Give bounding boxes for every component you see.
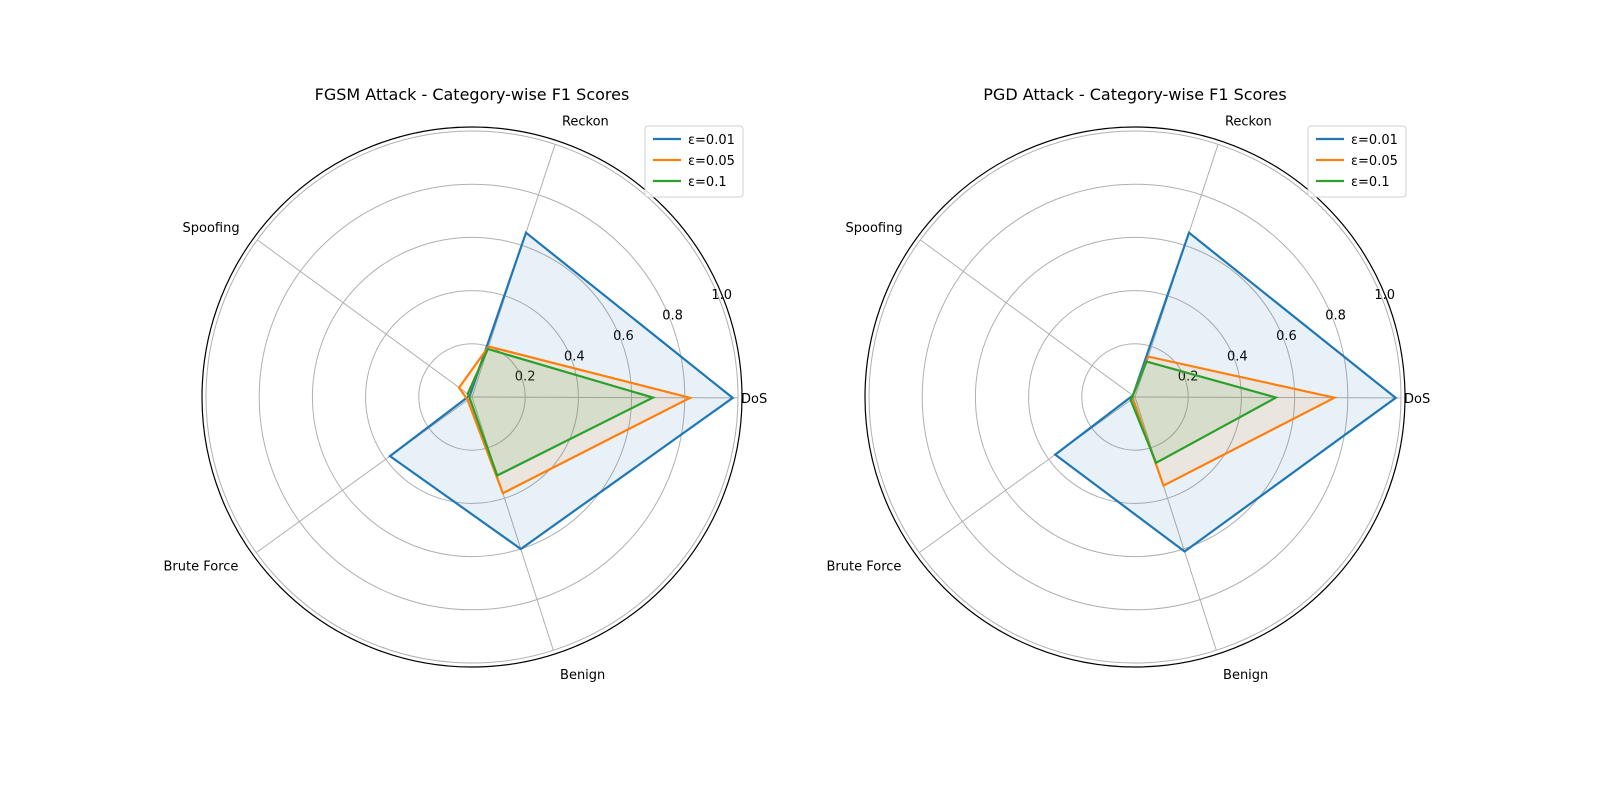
spoke-line: [918, 396, 1136, 554]
category-label: Benign: [1223, 668, 1268, 683]
radar-grid: [201, 126, 743, 668]
r-tick-label: 1.0: [711, 288, 732, 303]
r-tick-label: 0.2: [515, 370, 536, 385]
series-fill: [1130, 361, 1276, 463]
category-label: Reckon: [1225, 114, 1272, 129]
outer-frame-circle: [864, 126, 1406, 668]
category-label: Benign: [560, 668, 605, 683]
chart-title: FGSM Attack - Category-wise F1 Scores: [315, 85, 630, 104]
series-line: [1053, 230, 1398, 553]
grid-circle: [868, 130, 1402, 664]
spoke-line: [257, 239, 473, 398]
pgd-radar-chart: PGD Attack - Category-wise F1 Scores 0.2…: [827, 85, 1431, 683]
r-tick-label: 0.6: [1276, 329, 1297, 344]
spoke-line: [471, 396, 739, 399]
legend-label: ε=0.1: [1351, 175, 1390, 190]
grid-circle: [365, 290, 579, 504]
spoke-line: [1134, 396, 1402, 399]
legend-box: [644, 125, 744, 198]
grid-circle: [1081, 343, 1189, 451]
series-line: [388, 230, 735, 551]
grid-circle: [311, 236, 633, 558]
r-tick-label: 0.2: [1178, 370, 1199, 385]
grid-circle: [974, 236, 1296, 558]
legend-label: ε=0.05: [688, 154, 735, 169]
grid-circle: [921, 183, 1349, 611]
r-tick-label: 0.6: [613, 329, 634, 344]
category-label: Reckon: [562, 114, 609, 129]
legend-label: ε=0.01: [1351, 133, 1398, 148]
category-label: DoS: [741, 392, 767, 407]
fgsm-radar-chart: FGSM Attack - Category-wise F1 Scores 0.…: [164, 85, 768, 683]
legend-label: ε=0.01: [688, 133, 735, 148]
grid-circle: [205, 130, 739, 664]
outer-frame-circle: [201, 126, 743, 668]
grid-circle: [418, 343, 526, 451]
radar-grid: [864, 126, 1406, 668]
category-label: Brute Force: [164, 559, 239, 574]
spoke-line: [255, 396, 473, 554]
r-tick-label: 0.4: [564, 349, 585, 364]
r-tick-label: 1.0: [1374, 288, 1395, 303]
spoke-line: [1134, 396, 1217, 651]
spoke-line: [920, 239, 1136, 398]
legend-box: [1307, 125, 1407, 198]
r-tick-label: 0.8: [662, 309, 683, 324]
category-label: Spoofing: [183, 221, 240, 236]
grid-circle: [1028, 290, 1242, 504]
legend-label: ε=0.1: [688, 175, 727, 190]
r-tick-label: 0.8: [1325, 309, 1346, 324]
series-line: [457, 345, 694, 495]
spoke-line: [471, 396, 554, 651]
category-label: Spoofing: [846, 221, 903, 236]
category-label: DoS: [1404, 392, 1430, 407]
series-line: [466, 347, 656, 478]
chart-title: PGD Attack - Category-wise F1 Scores: [983, 85, 1286, 104]
series-fill: [390, 232, 733, 549]
legend-label: ε=0.05: [1351, 154, 1398, 169]
category-label: Brute Force: [827, 559, 902, 574]
r-tick-label: 0.4: [1227, 349, 1248, 364]
legend: ε=0.01 ε=0.05 ε=0.1: [644, 125, 744, 198]
series-fill: [467, 349, 653, 476]
series-fill: [1055, 232, 1396, 552]
series-line: [1129, 360, 1279, 465]
legend: ε=0.01 ε=0.05 ε=0.1: [1307, 125, 1407, 198]
